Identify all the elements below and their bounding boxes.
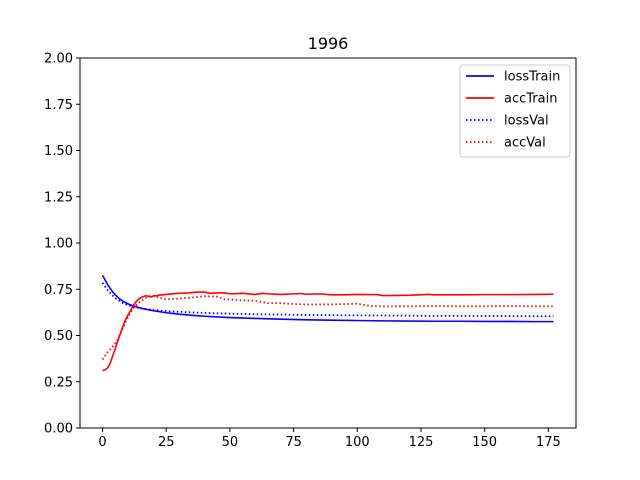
legend-label-accVal: accVal	[504, 136, 546, 151]
y-tick-label: 0.50	[44, 329, 73, 344]
legend-label-lossTrain: lossTrain	[504, 70, 560, 85]
x-axis: 0 25 50 75 100 125 150 175	[98, 428, 561, 450]
x-tick-label: 50	[222, 435, 239, 450]
y-tick-label: 1.25	[44, 190, 73, 205]
legend-label-accTrain: accTrain	[504, 92, 557, 107]
y-tick-label: 0.75	[44, 283, 73, 298]
y-tick-label: 1.50	[44, 144, 73, 159]
x-tick-label: 25	[158, 435, 175, 450]
series-line-lossVal	[101, 282, 554, 318]
y-tick-label: 1.00	[44, 237, 73, 252]
series-line-accVal	[101, 294, 554, 361]
series-line-accTrain	[102, 291, 554, 372]
y-tick-label: 0.25	[44, 375, 73, 390]
series-layer	[101, 274, 554, 372]
y-tick-label: 2.00	[44, 52, 73, 67]
series-line-lossTrain	[101, 274, 554, 323]
x-tick-label: 125	[409, 435, 434, 450]
legend-box	[459, 64, 571, 158]
y-tick-label: 0.00	[44, 422, 73, 437]
x-tick-label: 75	[285, 435, 302, 450]
legend: lossTrain accTrain lossVal accVal	[459, 64, 571, 158]
chart-title: 1996	[308, 34, 349, 53]
x-tick-label: 150	[472, 435, 497, 450]
y-tick-label: 1.75	[44, 98, 73, 113]
x-tick-label: 0	[98, 435, 106, 450]
x-tick-label: 175	[536, 435, 561, 450]
legend-label-lossVal: lossVal	[504, 114, 549, 129]
x-tick-label: 100	[345, 435, 370, 450]
y-axis: 0.00 0.25 0.50 0.75 1.00 1.25 1.50 1.75 2.00	[44, 52, 80, 437]
